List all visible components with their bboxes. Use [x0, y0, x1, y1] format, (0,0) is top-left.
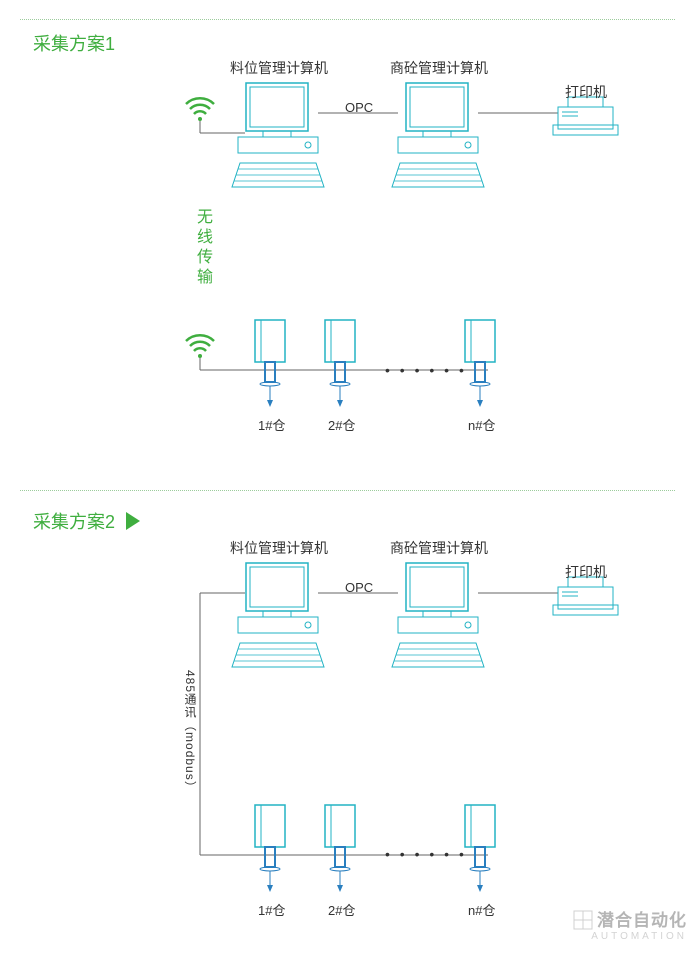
printer-label: 打印机 [565, 82, 607, 102]
wifi-bottom-icon [186, 335, 214, 358]
computer1-label: 料位管理计算机 [230, 58, 328, 78]
section2-title-text: 采集方案2 [33, 512, 115, 532]
computer2-icon [392, 83, 484, 187]
wireless-label: 无线传输 [190, 208, 214, 288]
divider-top [20, 19, 675, 20]
watermark-en: AUTOMATION [572, 931, 687, 942]
sensor1-icon-2 [255, 805, 285, 892]
watermark-cn: 潜合自动化 [597, 911, 687, 930]
silon-label-2: n#仓 [468, 900, 495, 919]
ellipsis2: • • • • • • [385, 846, 467, 862]
computer1-icon [232, 83, 324, 187]
printer-label-2: 打印机 [565, 562, 607, 582]
silo1-label-2: 1#仓 [258, 900, 285, 919]
bus-label: 485通讯（modbus） [182, 670, 199, 794]
diagram-stage: 采集方案1 [0, 0, 695, 948]
wifi-top-icon [186, 98, 214, 121]
section2-svg [0, 535, 695, 955]
opc-label-2: OPC [345, 580, 373, 595]
silo1-label: 1#仓 [258, 415, 285, 434]
printer-icon [553, 97, 618, 135]
ellipsis1: • • • • • • [385, 362, 467, 378]
computer1-label-2: 料位管理计算机 [230, 538, 328, 558]
silo2-label-2: 2#仓 [328, 900, 355, 919]
watermark-logo-icon [572, 909, 594, 931]
sensor2-icon [325, 320, 355, 407]
section1-title: 采集方案1 [33, 30, 115, 56]
computer2-label: 商砼管理计算机 [390, 58, 488, 78]
sensor2-icon-2 [325, 805, 355, 892]
sensorn-icon [465, 320, 495, 407]
printer-icon-2 [553, 577, 618, 615]
triangle-icon [126, 512, 140, 530]
computer1-icon-2 [232, 563, 324, 667]
computer2-icon-2 [392, 563, 484, 667]
watermark: 潜合自动化 AUTOMATION [572, 906, 687, 942]
divider-mid [20, 490, 675, 491]
sensorn-icon-2 [465, 805, 495, 892]
opc-label: OPC [345, 100, 373, 115]
section2-title: 采集方案2 [33, 508, 140, 534]
silo2-label: 2#仓 [328, 415, 355, 434]
sensor1-icon [255, 320, 285, 407]
section1-title-text: 采集方案1 [33, 34, 115, 54]
silon-label: n#仓 [468, 415, 495, 434]
computer2-label-2: 商砼管理计算机 [390, 538, 488, 558]
